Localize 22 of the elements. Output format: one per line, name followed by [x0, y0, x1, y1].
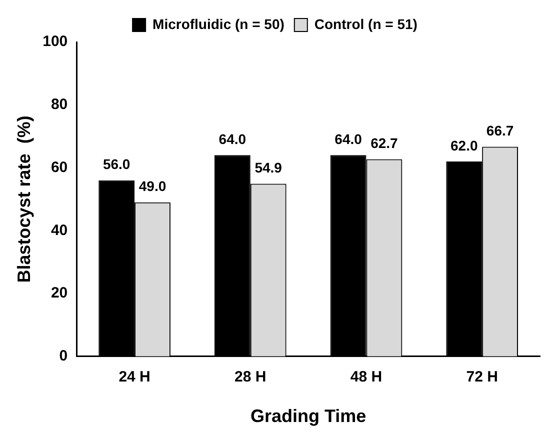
y-tick-label: 0	[59, 348, 68, 365]
x-tick-label: 48 H	[350, 368, 382, 386]
y-tick-label: 20	[50, 284, 68, 302]
data-label: 66.7	[486, 122, 514, 139]
x-tick-label: 28 H	[234, 368, 266, 386]
data-label: 49.0	[138, 178, 166, 194]
y-tick-label: 40	[50, 222, 68, 239]
y-tick-label: 60	[50, 158, 68, 176]
data-label: 64.0	[334, 131, 362, 148]
data-label: 56.0	[102, 156, 130, 172]
y-axis-title: Blastocyst rate (%)	[14, 116, 34, 283]
legend-label: Control (n = 51)	[314, 16, 418, 32]
y-tick-label: 100	[42, 33, 68, 50]
legend-label: Microfluidic (n = 50)	[152, 16, 284, 32]
x-axis-title: Grading Time	[250, 406, 366, 426]
data-label: 62.0	[450, 137, 478, 154]
y-tick-label: 80	[50, 96, 68, 114]
data-label: 62.7	[370, 135, 398, 152]
x-tick-label: 24 H	[118, 368, 150, 386]
data-label: 64.0	[218, 131, 246, 148]
data-label: 54.9	[254, 160, 282, 176]
x-tick-label: 72 H	[466, 368, 498, 386]
